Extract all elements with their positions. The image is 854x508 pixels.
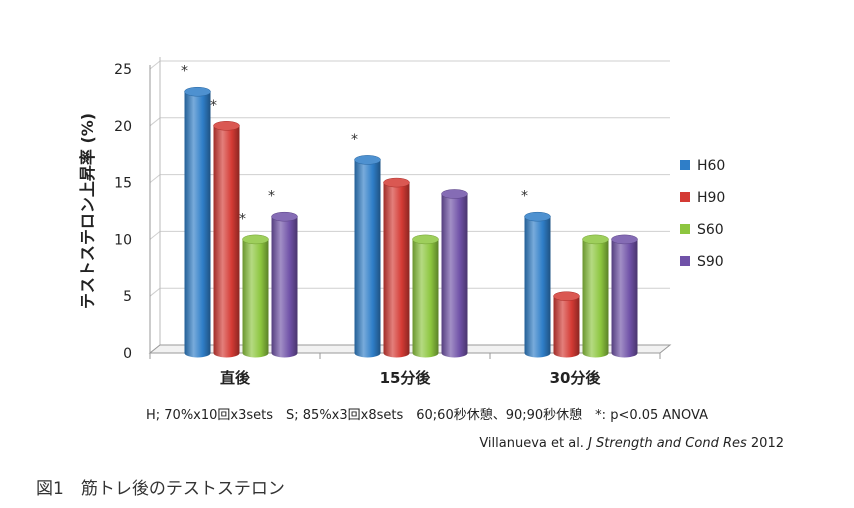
bar-cap — [611, 234, 638, 245]
y-tick-label: 15 — [114, 176, 132, 192]
bar-body — [441, 193, 468, 358]
bar-body — [242, 239, 269, 358]
gridline-side — [149, 231, 161, 240]
bar-s90-1 — [441, 189, 468, 358]
y-tick-label: 20 — [114, 119, 132, 135]
legend-entry-s60: S60 — [680, 222, 724, 238]
significance-mark: * — [268, 189, 275, 205]
y-axis-title: テストステロン上昇率 (%) — [78, 113, 97, 309]
bar-h60-2 — [524, 211, 551, 358]
bar-s60-0 — [242, 234, 269, 358]
x-category-label: 30分後 — [550, 369, 602, 387]
bar-body — [611, 239, 638, 358]
bar-cap — [271, 211, 298, 222]
bar-cap — [184, 86, 211, 97]
bar-body — [383, 182, 410, 358]
legend-label: H90 — [697, 190, 725, 206]
y-tick-label: 25 — [114, 62, 132, 78]
bar-cap — [524, 211, 551, 222]
bar-h60-0 — [184, 86, 211, 358]
legend-label: S60 — [697, 222, 724, 238]
bar-cap — [383, 177, 410, 188]
legend-swatch — [680, 192, 690, 202]
bar-cap — [213, 121, 240, 131]
legend-label: H60 — [697, 158, 725, 174]
bar-s60-2 — [582, 234, 609, 358]
x-category-label: 直後 — [220, 369, 251, 387]
bar-cap — [242, 234, 269, 245]
legend-entry-s90: S90 — [680, 254, 724, 270]
bar-body — [582, 239, 609, 358]
significance-mark: * — [239, 211, 246, 227]
legend-swatch — [680, 224, 690, 234]
x-category-label: 15分後 — [380, 369, 432, 387]
significance-mark: * — [210, 98, 217, 114]
gridline-side — [149, 174, 161, 183]
citation-authors: Villanueva et al. — [479, 436, 584, 451]
y-tick-label: 0 — [123, 346, 132, 362]
legend-swatch — [680, 256, 690, 266]
legend-entry-h60: H60 — [680, 158, 725, 174]
legend-swatch — [680, 160, 690, 170]
bar-cap — [354, 155, 381, 165]
y-tick-label: 10 — [114, 232, 132, 248]
bar-s90-2 — [611, 234, 638, 358]
bar-cap — [553, 291, 580, 301]
figure-caption: 図1 筋トレ後のテストステロン — [36, 479, 285, 499]
citation-journal: J Strength and Cond Res — [588, 436, 747, 451]
bar-body — [412, 239, 439, 358]
significance-mark: * — [521, 189, 528, 205]
bar-body — [213, 125, 240, 358]
bar-s60-1 — [412, 234, 439, 358]
citation: Villanueva et al. J Strength and Cond Re… — [479, 436, 784, 451]
bar-body — [354, 159, 381, 358]
bar-body — [553, 296, 580, 358]
bar-h90-0 — [213, 121, 240, 358]
legend-label: S90 — [697, 254, 724, 270]
bar-h90-1 — [383, 177, 410, 358]
bar-body — [524, 216, 551, 358]
bar-h90-2 — [553, 291, 580, 358]
bar-body — [271, 216, 298, 358]
gridline-side — [149, 60, 161, 70]
conditions-note: H; 70%x10回x3sets S; 85%x3回x8sets 60;60秒休… — [146, 408, 708, 423]
legend-entry-h90: H90 — [680, 190, 725, 206]
bar-chart: 0 5 10 15 20 25 テストステロン上昇率 (%) 直後 15分後 30分後 * * * * * *… — [78, 57, 725, 387]
bar-h60-1 — [354, 155, 381, 358]
gridline-side — [149, 287, 161, 297]
gridline-side — [149, 117, 161, 127]
bar-cap — [441, 189, 468, 199]
bar-body — [184, 91, 211, 358]
bar-cap — [412, 234, 439, 245]
citation-year: 2012 — [750, 436, 784, 451]
y-tick-label: 5 — [123, 289, 132, 305]
significance-mark: * — [351, 132, 358, 148]
bar-cap — [582, 234, 609, 245]
bar-s90-0 — [271, 211, 298, 358]
significance-mark: * — [181, 64, 188, 80]
